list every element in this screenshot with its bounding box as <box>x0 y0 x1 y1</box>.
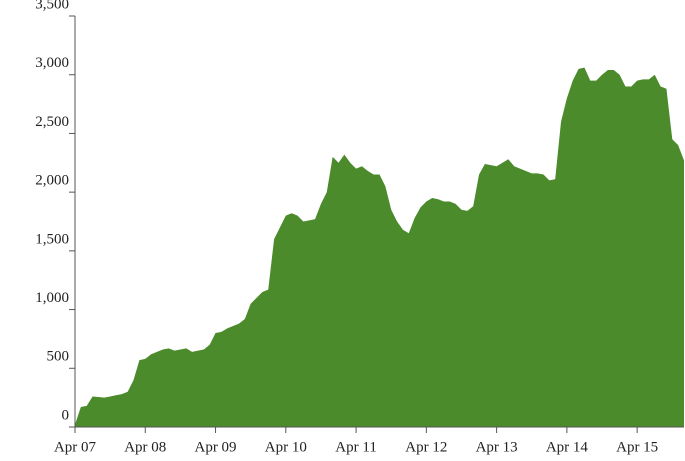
y-tick-label: 2,000 <box>35 173 69 189</box>
x-tick-label: Apr 13 <box>476 439 518 455</box>
y-tick-label: 1,500 <box>35 231 69 247</box>
y-tick-label: 1,000 <box>35 290 69 306</box>
x-tick-label: Apr 07 <box>54 439 97 455</box>
y-tick-label: 3,500 <box>35 0 69 12</box>
x-tick-label: Apr 08 <box>124 439 166 455</box>
area <box>75 67 684 427</box>
x-tick-label: Apr 11 <box>335 439 377 455</box>
y-tick-label: 0 <box>62 407 70 423</box>
x-tick-label: Apr 10 <box>265 439 307 455</box>
y-tick-label: 3,000 <box>35 55 69 71</box>
x-tick-label: Apr 12 <box>405 439 447 455</box>
y-tick-label: 500 <box>47 349 70 365</box>
x-tick-label: Apr 15 <box>616 439 658 455</box>
x-tick-label: Apr 09 <box>194 439 236 455</box>
x-tick-label: Apr 14 <box>546 439 589 455</box>
y-tick-label: 2,500 <box>35 114 69 130</box>
